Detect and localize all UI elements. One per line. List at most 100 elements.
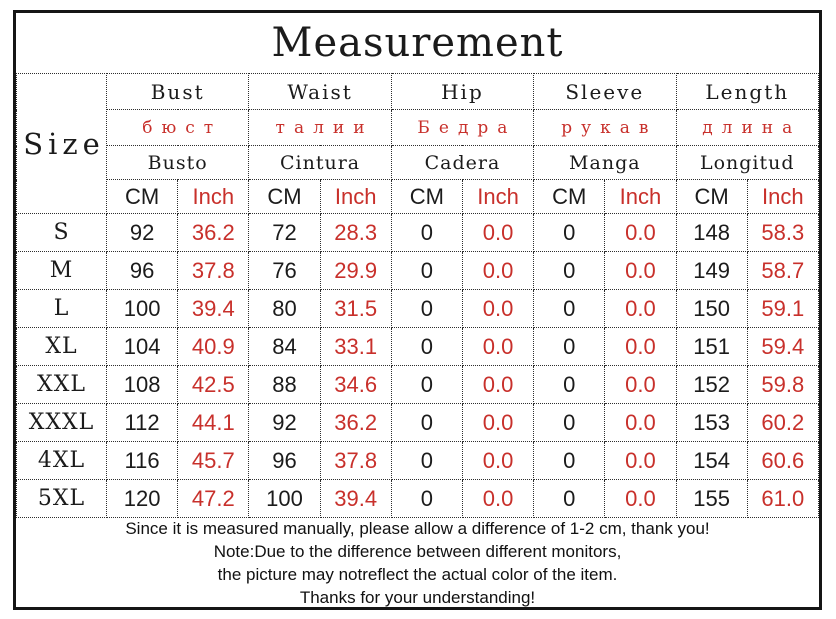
cm-value: 155 bbox=[675, 479, 748, 518]
cm-value: 149 bbox=[675, 251, 748, 290]
inch-value: 0.0 bbox=[604, 403, 677, 442]
inch-value: 0.0 bbox=[461, 403, 535, 442]
cm-value: 0 bbox=[390, 403, 463, 442]
cm-value: 0 bbox=[533, 327, 606, 366]
inch-value: 0.0 bbox=[461, 251, 535, 290]
cm-value: 92 bbox=[248, 403, 321, 442]
header-bust-spanish: Busto bbox=[105, 145, 250, 180]
cm-value: 96 bbox=[248, 441, 321, 480]
table-row: L 100 39.4 80 31.5 0 0.0 0 0.0 150 59.1 bbox=[16, 289, 820, 328]
inch-value: 31.5 bbox=[319, 289, 392, 328]
size-label: 5XL bbox=[16, 479, 107, 518]
inch-value: 44.1 bbox=[177, 403, 250, 442]
header-row-english: Size Bust Waist Hip Sleeve Length bbox=[16, 73, 819, 214]
inch-value: 60.2 bbox=[746, 403, 820, 442]
inch-value: 47.2 bbox=[177, 479, 250, 518]
inch-value: 59.1 bbox=[746, 289, 820, 328]
header-hip-spanish: Cadera bbox=[390, 145, 535, 180]
inch-value: 0.0 bbox=[604, 365, 677, 404]
inch-value: 61.0 bbox=[746, 479, 820, 518]
inch-value: 36.2 bbox=[319, 403, 392, 442]
header-row-russian: бюст талии Бедра рукав длина bbox=[17, 109, 819, 146]
size-label: S bbox=[16, 213, 107, 252]
note-line: Since it is measured manually, please al… bbox=[125, 519, 710, 538]
inch-value: 0.0 bbox=[604, 289, 677, 328]
inch-value: 29.9 bbox=[319, 251, 392, 290]
cm-value: 92 bbox=[105, 213, 179, 252]
cm-value: 116 bbox=[105, 441, 179, 480]
page-title: Measurement bbox=[271, 20, 564, 66]
inch-value: 0.0 bbox=[461, 441, 535, 480]
header-row-spanish: Busto Cintura Cadera Manga Longitud bbox=[17, 145, 819, 180]
inch-value: 0.0 bbox=[604, 327, 677, 366]
cm-value: 0 bbox=[533, 289, 606, 328]
cm-value: 0 bbox=[533, 441, 606, 480]
inch-value: 42.5 bbox=[177, 365, 250, 404]
cm-value: 0 bbox=[390, 365, 463, 404]
cm-value: 104 bbox=[105, 327, 179, 366]
inch-value: 34.6 bbox=[319, 365, 392, 404]
cm-value: 0 bbox=[390, 327, 463, 366]
inch-value: 37.8 bbox=[319, 441, 392, 480]
inch-value: 0.0 bbox=[461, 213, 535, 252]
inch-value: 0.0 bbox=[461, 365, 535, 404]
inch-value: 58.3 bbox=[746, 213, 820, 252]
cm-value: 100 bbox=[105, 289, 179, 328]
footer-notes: Since it is measured manually, please al… bbox=[16, 518, 819, 609]
header-length-russian: длина bbox=[675, 109, 819, 146]
size-column-header: Size bbox=[16, 73, 107, 214]
cm-value: 96 bbox=[105, 251, 179, 290]
table-row: M 96 37.8 76 29.9 0 0.0 0 0.0 149 58.7 bbox=[16, 251, 820, 290]
cm-value: 80 bbox=[248, 289, 321, 328]
table-row: XXXL 112 44.1 92 36.2 0 0.0 0 0.0 153 60.2 bbox=[16, 403, 820, 442]
cm-value: 84 bbox=[248, 327, 321, 366]
cm-value: 100 bbox=[248, 479, 321, 518]
inch-value: 59.4 bbox=[746, 327, 820, 366]
header-waist-russian: талии bbox=[248, 109, 392, 146]
cm-value: 0 bbox=[390, 441, 463, 480]
size-label: XL bbox=[16, 327, 107, 366]
inch-value: 0.0 bbox=[604, 251, 677, 290]
cm-value: 108 bbox=[105, 365, 179, 404]
cm-value: 0 bbox=[390, 479, 463, 518]
cm-value: 150 bbox=[675, 289, 748, 328]
cm-value: 76 bbox=[248, 251, 321, 290]
cm-value: 112 bbox=[105, 403, 179, 442]
cm-value: 0 bbox=[533, 365, 606, 404]
cm-value: 72 bbox=[248, 213, 321, 252]
inch-value: 0.0 bbox=[461, 327, 535, 366]
unit-cm-header: CM bbox=[105, 179, 179, 214]
inch-value: 0.0 bbox=[604, 213, 677, 252]
cm-value: 0 bbox=[390, 251, 463, 290]
size-label: 4XL bbox=[16, 441, 107, 480]
cm-value: 154 bbox=[675, 441, 748, 480]
inch-value: 33.1 bbox=[319, 327, 392, 366]
size-label: L bbox=[16, 289, 107, 328]
header-length: Length bbox=[675, 73, 819, 110]
table-row: XL 104 40.9 84 33.1 0 0.0 0 0.0 151 59.4 bbox=[16, 327, 820, 366]
header-sleeve: Sleeve bbox=[533, 73, 677, 110]
inch-value: 39.4 bbox=[177, 289, 250, 328]
cm-value: 151 bbox=[675, 327, 748, 366]
size-label: XXXL bbox=[16, 403, 107, 442]
note-line: the picture may notreflect the actual co… bbox=[217, 565, 618, 584]
inch-value: 40.9 bbox=[177, 327, 250, 366]
unit-inch-header: Inch bbox=[177, 179, 250, 214]
inch-value: 60.6 bbox=[746, 441, 820, 480]
header-hip-russian: Бедра bbox=[390, 109, 535, 146]
size-label: XXL bbox=[16, 365, 107, 404]
unit-inch-header: Inch bbox=[319, 179, 392, 214]
unit-cm-header: CM bbox=[248, 179, 321, 214]
unit-inch-header: Inch bbox=[746, 179, 820, 214]
inch-value: 59.8 bbox=[746, 365, 820, 404]
inch-value: 45.7 bbox=[177, 441, 250, 480]
inch-value: 0.0 bbox=[461, 479, 535, 518]
inch-value: 0.0 bbox=[604, 441, 677, 480]
cm-value: 0 bbox=[533, 403, 606, 442]
table-row: 4XL 116 45.7 96 37.8 0 0.0 0 0.0 154 60.6 bbox=[16, 441, 820, 480]
size-chart-sheet: Measurement Size Bust Waist Hip Sleeve L… bbox=[13, 10, 822, 610]
cm-value: 152 bbox=[675, 365, 748, 404]
note-line: Thanks for your understanding! bbox=[299, 588, 536, 607]
unit-cm-header: CM bbox=[533, 179, 606, 214]
note-line: Note:Due to the difference between diffe… bbox=[213, 542, 622, 561]
